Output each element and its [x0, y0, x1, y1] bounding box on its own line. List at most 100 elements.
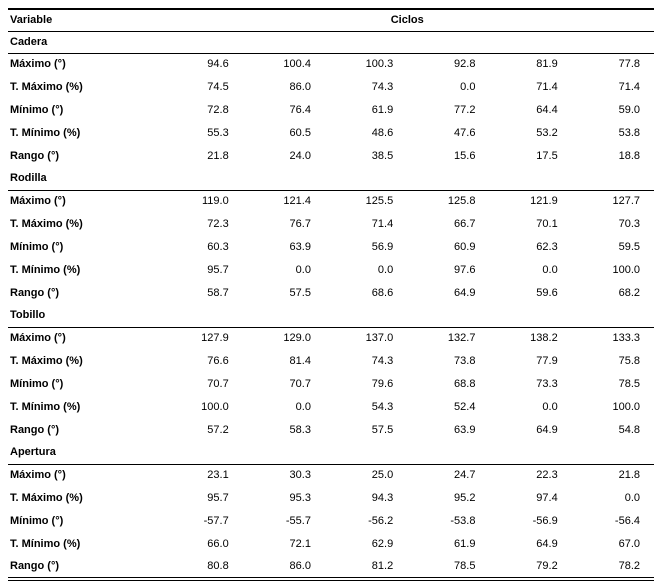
header-row: Variable Ciclos	[8, 9, 654, 32]
value-cell: 59.0	[618, 104, 640, 116]
row-label: T. Mínimo (%)	[10, 401, 81, 413]
value-cell: 86.0	[289, 560, 311, 572]
value-cell: 62.3	[536, 241, 558, 253]
row-label: Máximo (°)	[10, 58, 66, 71]
value-cell: 0.0	[377, 264, 394, 276]
table-row: Rango (°) 58.7 57.5 68.6 64.9 59.6 68.2	[8, 282, 654, 305]
value-cell: 61.9	[454, 538, 476, 550]
row-label: T. Mínimo (%)	[10, 264, 81, 276]
value-cell: 97.4	[536, 492, 558, 504]
value-cell: 74.3	[371, 355, 394, 367]
value-cell: 62.9	[371, 538, 394, 550]
value-cell: 75.8	[618, 355, 640, 367]
value-cell: 79.6	[371, 378, 394, 390]
value-cell: 125.8	[447, 195, 476, 208]
value-cell: 79.2	[536, 560, 558, 572]
value-cell: 55.3	[207, 127, 229, 139]
table-row: Máximo (°) 127.9 129.0 137.0 132.7 138.2 133.3	[8, 327, 654, 350]
value-cell: 95.3	[289, 492, 311, 504]
value-cell: 127.9	[201, 332, 229, 345]
value-cell: -53.8	[450, 515, 476, 527]
value-cell: -56.2	[368, 515, 394, 527]
table-row: Mínimo (°) 72.8 76.4 61.9 77.2 64.4 59.0	[8, 99, 654, 122]
value-cell: 54.8	[618, 424, 640, 436]
table-row: T. Máximo (%) 95.7 95.3 94.3 95.2 97.4 0.0	[8, 487, 654, 510]
row-label: Mínimo (°)	[10, 104, 64, 116]
row-label: T. Máximo (%)	[10, 218, 83, 230]
value-cell: 74.5	[207, 81, 229, 93]
row-label: T. Mínimo (%)	[10, 127, 81, 139]
column-header-ciclos: Ciclos	[160, 9, 654, 32]
table-row: T. Mínimo (%) 100.0 0.0 54.3 52.4 0.0 100.0	[8, 396, 654, 419]
row-label: Máximo (°)	[10, 469, 66, 482]
value-cell: 133.3	[612, 332, 640, 345]
value-cell: 129.0	[283, 332, 311, 345]
value-cell: 137.0	[365, 332, 394, 345]
table-row: T. Máximo (%) 72.3 76.7 71.4 66.7 70.1 70.3	[8, 213, 654, 236]
table-row: Rango (°) 80.8 86.0 81.2 78.5 79.2 78.2	[8, 556, 654, 579]
value-cell: 68.2	[618, 287, 640, 299]
value-cell: 100.0	[612, 264, 640, 276]
value-cell: 68.6	[371, 287, 394, 299]
value-cell: 77.8	[618, 58, 640, 71]
value-cell: 70.7	[289, 378, 311, 390]
section-header-tobillo: Tobillo	[8, 305, 654, 328]
value-cell: 64.9	[536, 424, 558, 436]
value-cell: 66.7	[454, 218, 476, 230]
value-cell: 0.0	[295, 264, 311, 276]
value-cell: 121.4	[283, 195, 311, 208]
value-cell: 125.5	[365, 195, 394, 208]
table-row: T. Mínimo (%) 95.7 0.0 0.0 97.6 0.0 100.0	[8, 259, 654, 282]
value-cell: 68.8	[454, 378, 476, 390]
value-cell: 24.0	[289, 150, 311, 162]
value-cell: -55.7	[285, 515, 311, 527]
value-cell: 52.4	[454, 401, 476, 413]
section-row: Apertura	[8, 442, 654, 465]
value-cell: 94.6	[207, 58, 229, 71]
section-header-rodilla: Rodilla	[8, 168, 654, 191]
value-cell: 60.5	[289, 127, 311, 139]
row-label: T. Máximo (%)	[10, 492, 83, 504]
value-cell: 59.6	[536, 287, 558, 299]
value-cell: 77.2	[454, 104, 476, 116]
value-cell: 0.0	[295, 401, 311, 413]
value-cell: 71.4	[536, 81, 558, 93]
value-cell: 24.7	[454, 469, 476, 482]
value-cell: 54.3	[371, 401, 394, 413]
value-cell: 66.0	[207, 538, 229, 550]
value-cell: 119.0	[201, 195, 229, 208]
value-cell: 72.1	[289, 538, 311, 550]
table-row: Máximo (°) 119.0 121.4 125.5 125.8 121.9 127.7	[8, 190, 654, 213]
table-row: T. Mínimo (%) 66.0 72.1 62.9 61.9 64.9 67.0	[8, 533, 654, 556]
value-cell: 64.4	[536, 104, 558, 116]
section-row: Tobillo	[8, 305, 654, 328]
value-cell: 17.5	[536, 150, 558, 162]
value-cell: 95.7	[207, 492, 229, 504]
value-cell: 15.6	[454, 150, 476, 162]
table-row: Máximo (°) 94.6 100.4 100.3 92.8 81.9 77.8	[8, 53, 654, 76]
value-cell: -56.9	[532, 515, 558, 527]
value-cell: 100.0	[612, 401, 640, 413]
section-row: Rodilla	[8, 168, 654, 191]
value-cell: 53.8	[618, 127, 640, 139]
value-cell: 76.6	[207, 355, 229, 367]
value-cell: 58.7	[207, 287, 229, 299]
value-cell: 72.8	[207, 104, 229, 116]
value-cell: 56.9	[371, 241, 394, 253]
value-cell: 73.8	[454, 355, 476, 367]
row-label: Mínimo (°)	[10, 378, 64, 390]
value-cell: 78.5	[454, 560, 476, 572]
value-cell: 78.5	[618, 378, 640, 390]
value-cell: 71.4	[618, 81, 640, 93]
value-cell: 70.1	[536, 218, 558, 230]
value-cell: 47.6	[454, 127, 476, 139]
section-header-apertura: Apertura	[8, 442, 654, 465]
value-cell: 100.3	[365, 58, 394, 71]
value-cell: 121.9	[530, 195, 558, 208]
value-cell: 71.4	[371, 218, 394, 230]
value-cell: 57.5	[289, 287, 311, 299]
value-cell: 127.7	[612, 195, 640, 208]
value-cell: 59.5	[618, 241, 640, 253]
value-cell: -57.7	[203, 515, 229, 527]
